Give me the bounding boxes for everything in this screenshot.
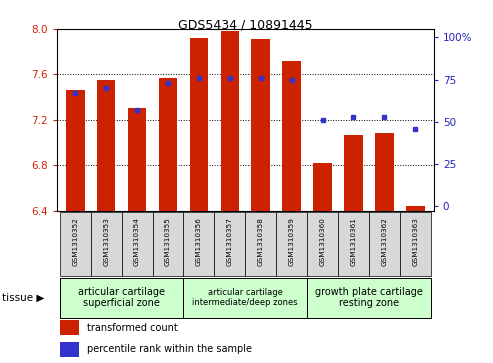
Text: GDS5434 / 10891445: GDS5434 / 10891445 bbox=[178, 18, 313, 31]
Text: GSM1310361: GSM1310361 bbox=[351, 217, 356, 266]
Text: articular cartilage
intermediate/deep zones: articular cartilage intermediate/deep zo… bbox=[192, 288, 298, 307]
Text: GSM1310353: GSM1310353 bbox=[103, 217, 109, 266]
Bar bbox=[183, 278, 307, 318]
Bar bbox=[183, 212, 214, 276]
Text: transformed count: transformed count bbox=[87, 323, 177, 333]
Bar bbox=[251, 39, 270, 211]
Bar bbox=[344, 135, 363, 211]
Bar bbox=[122, 212, 152, 276]
Text: GSM1310358: GSM1310358 bbox=[258, 217, 264, 266]
Bar bbox=[313, 163, 332, 211]
Text: articular cartilage
superficial zone: articular cartilage superficial zone bbox=[78, 287, 165, 309]
Bar bbox=[91, 212, 122, 276]
Bar bbox=[369, 212, 400, 276]
Text: percentile rank within the sample: percentile rank within the sample bbox=[87, 344, 252, 354]
Bar bbox=[61, 320, 79, 335]
Text: GSM1310359: GSM1310359 bbox=[288, 217, 295, 266]
Text: GSM1310357: GSM1310357 bbox=[227, 217, 233, 266]
Bar bbox=[406, 206, 424, 211]
Text: GSM1310352: GSM1310352 bbox=[72, 217, 78, 266]
Bar bbox=[276, 212, 307, 276]
Text: tissue ▶: tissue ▶ bbox=[2, 293, 45, 303]
Bar bbox=[214, 212, 245, 276]
Bar bbox=[245, 212, 276, 276]
Text: GSM1310354: GSM1310354 bbox=[134, 217, 140, 266]
Bar bbox=[128, 109, 146, 211]
Bar bbox=[159, 78, 177, 211]
Bar bbox=[97, 80, 115, 211]
Bar bbox=[66, 90, 84, 211]
Bar bbox=[152, 212, 183, 276]
Text: GSM1310363: GSM1310363 bbox=[412, 217, 418, 266]
Bar bbox=[60, 278, 183, 318]
Bar bbox=[307, 278, 431, 318]
Bar bbox=[338, 212, 369, 276]
Bar bbox=[375, 133, 393, 211]
Bar bbox=[60, 212, 91, 276]
Text: GSM1310362: GSM1310362 bbox=[382, 217, 387, 266]
Bar bbox=[190, 38, 208, 211]
Text: GSM1310356: GSM1310356 bbox=[196, 217, 202, 266]
Bar bbox=[400, 212, 431, 276]
Text: growth plate cartilage
resting zone: growth plate cartilage resting zone bbox=[315, 287, 423, 309]
Bar bbox=[220, 31, 239, 211]
Bar bbox=[307, 212, 338, 276]
Text: GSM1310355: GSM1310355 bbox=[165, 217, 171, 266]
Bar bbox=[61, 342, 79, 357]
Bar bbox=[282, 61, 301, 211]
Text: GSM1310360: GSM1310360 bbox=[319, 217, 325, 266]
